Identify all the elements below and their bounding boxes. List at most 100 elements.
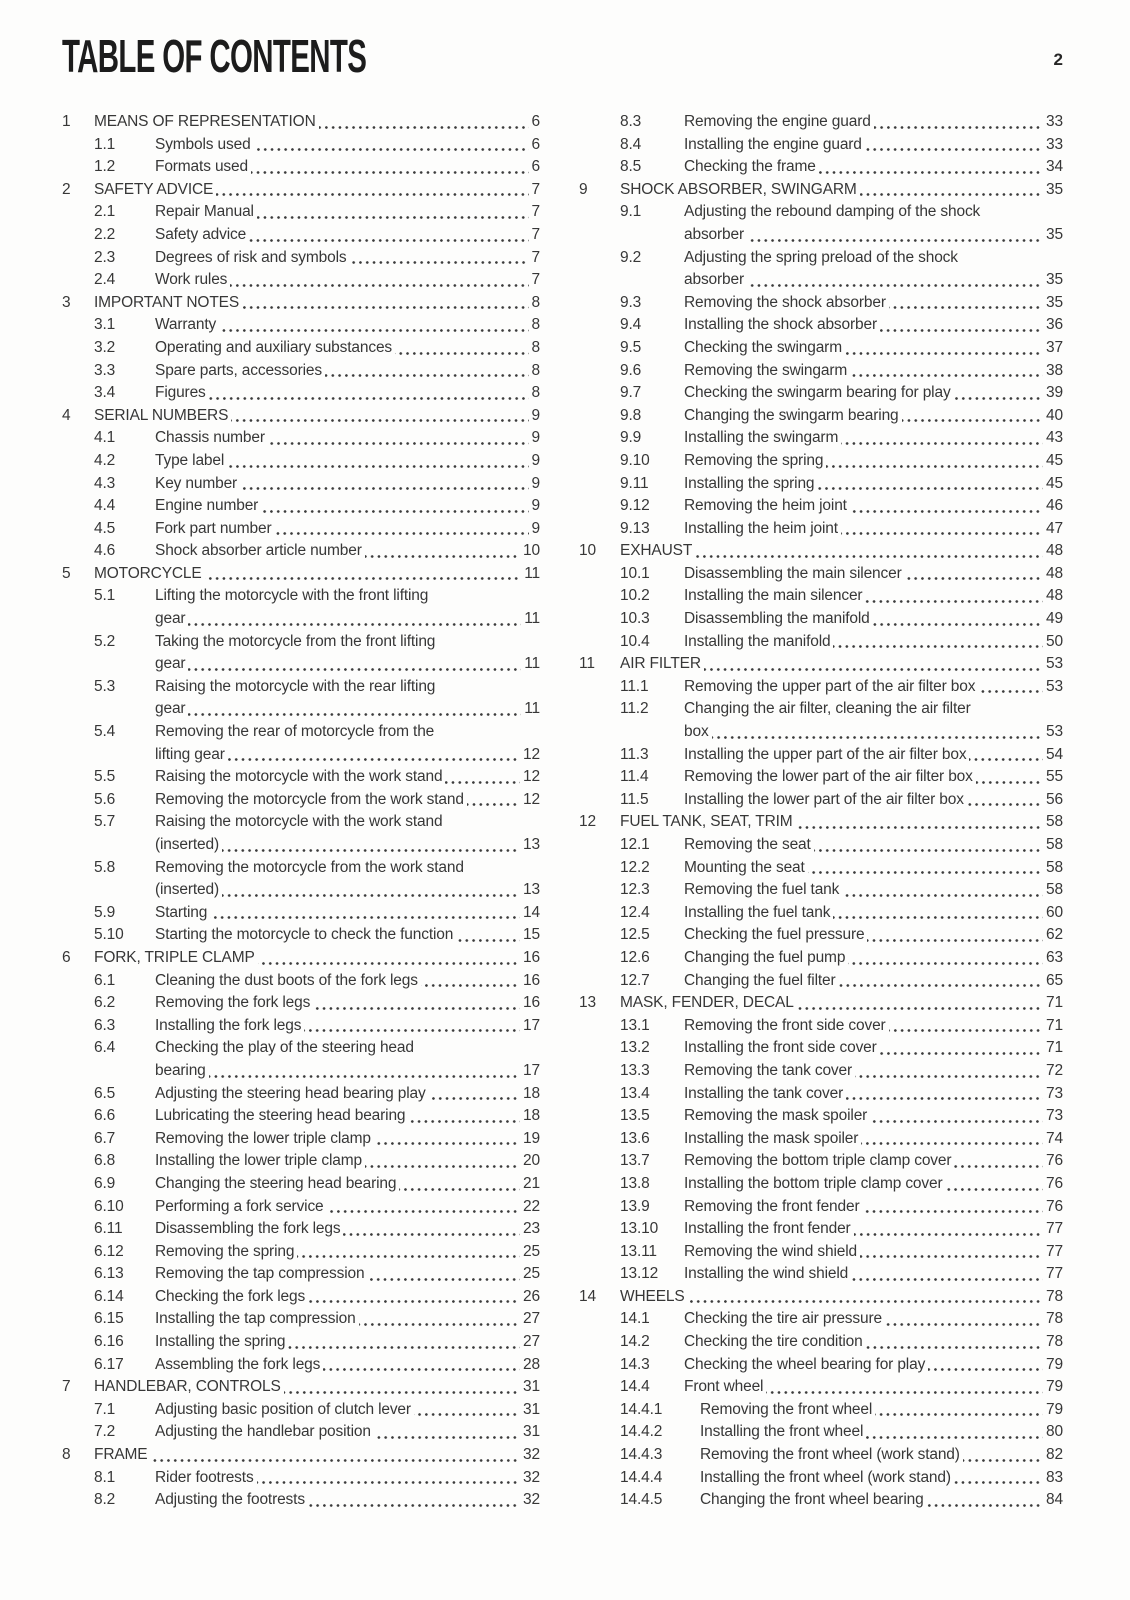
toc-entry-page: 35 [1046,180,1063,198]
toc-entry-title: Checking the play of the steering head [155,1039,414,1057]
dot-leader [841,440,1044,446]
toc-entry-page: 6 [531,135,541,153]
dot-leader [408,1118,521,1124]
toc-entry-title: Removing the shock absorber [684,293,886,311]
toc-entry: 14.2 Checking the tire condition 78 [570,1331,1063,1354]
toc-entry: 6.10 Performing a fork service 22 [62,1196,540,1219]
toc-entry: 10.1 Disassembling the main silencer 48 [570,563,1063,586]
toc-entry-number: 14.4.5 [620,1491,663,1509]
dot-leader [873,124,1044,130]
toc-entry: 14.4.1 Removing the front wheel 79 [570,1399,1063,1422]
toc-entry-page: 45 [1046,451,1063,469]
toc-entry-title: Installing the shock absorber [684,316,877,334]
toc-entry-page: 23 [523,1220,540,1238]
toc-entry: 9.1 Adjusting the rebound damping of the … [570,201,1063,224]
toc-entry: 5.2 Taking the motorcycle from the front … [62,631,540,654]
toc-entry: 12 FUEL TANK, SEAT, TRIM 58 [570,811,1063,834]
dot-leader [850,373,1044,379]
toc-entry-title: absorber [684,225,744,243]
toc-entry-page: 58 [1046,813,1063,831]
toc-entry: 1.1 Symbols used 6 [62,134,540,157]
toc-entry-page: 17 [523,1061,540,1079]
toc-entry-page: 83 [1046,1468,1063,1486]
toc-entry-title: Symbols used [155,135,251,153]
toc-entry: 13.10 Installing the front fender 77 [570,1218,1063,1241]
toc-entry-page: 12 [523,745,540,763]
dot-leader [204,576,522,582]
toc-entry: 2.2 Safety advice 7 [62,224,540,247]
toc-entry-title: Installing the tank cover [684,1084,844,1102]
toc-entry: 9.13 Installing the heim joint 47 [570,518,1063,541]
toc-entry-number: 13.12 [620,1265,659,1283]
dot-leader [842,892,1044,898]
toc-entry-page: 48 [1046,542,1063,560]
toc-entry-number: 12.5 [620,926,650,944]
toc-entry-title: Adjusting the footrests [155,1491,305,1509]
toc-entry-number: 13.10 [620,1220,659,1238]
toc-entry-page: 25 [523,1242,540,1260]
toc-entry: 14.4.3 Removing the front wheel (work sta… [570,1444,1063,1467]
toc-entry: 3.2 Operating and auxiliary substances 8 [62,337,540,360]
toc-entry: 13.8 Installing the bottom triple clamp c… [570,1173,1063,1196]
toc-entry: 10.2 Installing the main silencer 48 [570,585,1063,608]
toc-entry-number: 9.8 [620,406,642,424]
toc-entry-number: 1 [62,113,71,130]
dot-leader [256,1480,521,1486]
dot-leader [208,1073,521,1079]
dot-leader [343,1231,521,1237]
toc-entry-page: 27 [523,1310,540,1328]
toc-entry-number: 9.12 [620,497,650,515]
toc-entry-number: 6.2 [94,994,116,1012]
toc-entry-page: 9 [531,497,541,515]
toc-entry: 9 SHOCK ABSORBER, SWINGARM 35 [570,179,1063,202]
toc-entry: 6.13 Removing the tap compression 25 [62,1263,540,1286]
toc-entry-number: 9.13 [620,519,650,537]
toc-entry: 14.1 Checking the tire air pressure 78 [570,1308,1063,1331]
toc-entry: 9.9 Installing the swingarm 43 [570,427,1063,450]
dot-leader [853,1231,1044,1237]
toc-entry-number: 14.4.1 [620,1400,663,1418]
toc-entry-title: Checking the swingarm [684,338,842,356]
toc-entry-title: Removing the engine guard [684,113,871,130]
toc-entry-title: Installing the front wheel (work stand) [700,1468,951,1486]
toc-column-right: 8.3 Removing the engine guard 33 8.4 Install… [570,111,1063,1512]
dot-leader [888,1028,1044,1034]
toc-entry-number: 6.3 [94,1016,116,1034]
toc-entry-title: Removing the lower part of the air filte… [684,768,973,786]
toc-column-left: 1 MEANS OF REPRESENTATION 6 1.1 Symbols used… [62,111,540,1512]
toc-entry-title: Removing the fuel tank [684,881,840,899]
toc-entry-title: Lifting the motorcycle with the front li… [155,587,429,605]
toc-entry: (inserted) 13 [62,879,540,902]
toc-entry: gear 11 [62,698,540,721]
toc-entry-title: Operating and auxiliary substances [155,338,393,356]
toc-entry-title: Installing the tap compression [155,1310,356,1328]
toc-entry: box 53 [570,721,1063,744]
toc-entry-number: 2.1 [94,203,116,221]
toc-entry-page: 82 [1046,1446,1063,1464]
toc-entry-title: Installing the manifold [684,632,831,650]
toc-entry-number: 14.1 [620,1310,650,1328]
dot-leader [188,666,522,672]
toc-entry-page: 32 [523,1446,540,1464]
toc-entry-number: 9.1 [620,203,642,221]
toc-entry-number: 13.9 [620,1197,650,1215]
toc-entry-page: 76 [1046,1152,1063,1170]
toc-entry-title: FUEL TANK, SEAT, TRIM [620,813,793,831]
toc-entry-page: 8 [531,338,541,356]
dot-leader [367,1276,521,1282]
dot-leader [399,1186,521,1192]
toc-entry-number: 6.7 [94,1129,116,1147]
toc-entry: 11.2 Changing the air filter, cleaning th… [570,698,1063,721]
toc-entry-title: Checking the tire condition [684,1333,863,1351]
toc-entry-title: Installing the spring [684,474,815,492]
dot-leader [242,305,529,311]
toc-entry-number: 9.6 [620,361,642,379]
toc-entry-page: 9 [531,519,541,537]
toc-entry: 13.12 Installing the wind shield 77 [570,1263,1063,1286]
toc-entry-page: 58 [1046,881,1063,899]
toc-entry-title: Removing the spring [684,451,824,469]
toc-entry-number: 13.6 [620,1129,650,1147]
toc-entry: (inserted) 13 [62,834,540,857]
toc-entry-title: Adjusting the spring preload of the shoc… [684,248,958,266]
toc-entry-title: (inserted) [155,881,219,899]
